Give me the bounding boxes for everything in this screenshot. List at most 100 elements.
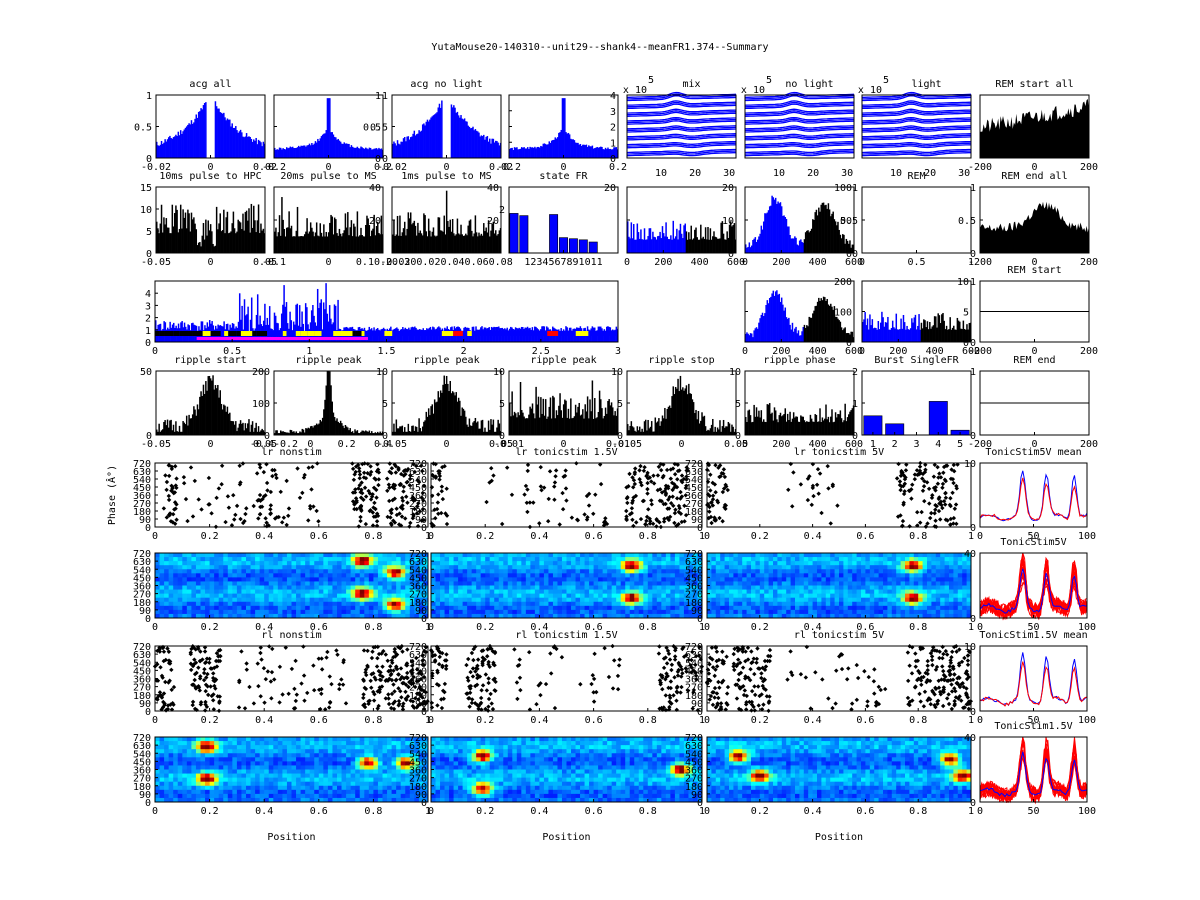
- histogram-bar: [650, 421, 653, 435]
- histogram-bar: [767, 404, 770, 435]
- heatmap-cell: [471, 577, 477, 582]
- heatmap-cell: [409, 609, 415, 615]
- heatmap-cell: [373, 553, 379, 558]
- histogram-bar: [559, 132, 561, 158]
- heatmap-cell: [494, 569, 500, 574]
- heatmap-cell: [341, 601, 347, 607]
- heatmap-cell: [453, 577, 459, 582]
- histogram-bar: [233, 424, 236, 435]
- heatmap-cell: [602, 569, 608, 574]
- histogram-bar: [170, 137, 172, 158]
- heatmap-cell: [435, 565, 441, 570]
- heatmap-cell: [173, 593, 179, 599]
- histogram-bar: [828, 209, 831, 253]
- histogram-bar: [305, 428, 307, 435]
- heatmap-cell: [530, 593, 536, 599]
- heatmap-cell: [387, 553, 392, 558]
- waveform-trace: [626, 150, 736, 155]
- spike-point: [399, 514, 405, 519]
- y-tick-label: 1: [145, 326, 151, 337]
- histogram-bar: [193, 406, 195, 435]
- histogram-bar: [586, 396, 589, 435]
- histogram-bar: [819, 408, 821, 435]
- histogram-bar: [849, 411, 851, 435]
- histogram-bar: [901, 328, 904, 342]
- histogram-bar: [783, 414, 785, 435]
- histogram-bar: [713, 231, 715, 253]
- spike-point: [384, 476, 390, 481]
- histogram-bar: [435, 236, 437, 253]
- spike-point: [268, 511, 273, 517]
- spike-point: [835, 503, 840, 508]
- waveform-trace: [626, 110, 737, 116]
- heatmap-cell: [611, 577, 617, 582]
- spike-point: [396, 465, 401, 471]
- heatmap-cell: [327, 581, 333, 586]
- spike-point: [309, 487, 314, 492]
- histogram-bar: [497, 234, 499, 253]
- histogram-bar: [230, 420, 232, 435]
- histogram-bar: [307, 427, 310, 435]
- heatmap-cell: [566, 601, 572, 607]
- histogram-bar: [777, 422, 779, 435]
- heatmap-cell: [223, 573, 229, 578]
- spike-point: [297, 495, 303, 500]
- histogram-bar: [239, 222, 242, 253]
- histogram-bar: [484, 427, 486, 435]
- histogram-bar: [726, 231, 728, 253]
- spike-point: [932, 511, 937, 516]
- histogram-bar: [965, 329, 967, 342]
- heatmap-cell: [205, 561, 210, 566]
- heatmap-cell: [255, 553, 261, 558]
- histogram-bar: [848, 243, 850, 253]
- heatmap-cell: [575, 605, 581, 611]
- histogram-bar: [424, 125, 426, 158]
- heatmap-cell: [368, 601, 374, 607]
- heatmap-cell: [453, 605, 459, 611]
- histogram-bar: [885, 322, 888, 342]
- heatmap-cell: [512, 609, 518, 615]
- heatmap-cell: [571, 613, 576, 619]
- heatmap-cell: [435, 593, 441, 599]
- histogram-bar: [223, 404, 225, 435]
- heatmap-cell: [498, 601, 504, 607]
- histogram-bar: [959, 321, 961, 342]
- histogram-bar: [291, 146, 294, 158]
- heatmap-cell: [259, 597, 265, 603]
- x-tick-label: 200: [772, 257, 790, 268]
- heatmap-cell: [444, 609, 450, 615]
- histogram-bar: [608, 149, 610, 158]
- histogram-bar: [188, 213, 190, 253]
- histogram-bar: [776, 203, 778, 253]
- heatmap-cell: [462, 601, 468, 607]
- histogram-bar: [227, 413, 230, 435]
- heatmap-cell: [485, 597, 491, 603]
- heatmap-cell: [387, 613, 392, 619]
- heatmap-cell: [173, 565, 179, 570]
- x-tick-label: 30: [958, 168, 970, 179]
- heatmap-cell: [355, 557, 361, 562]
- spike-point: [273, 472, 278, 477]
- heatmap-cell: [255, 593, 261, 599]
- heatmap-cell: [525, 585, 531, 590]
- heatmap-cell: [182, 573, 188, 578]
- spike-point: [931, 474, 937, 479]
- heatmap-cell: [534, 593, 540, 599]
- histogram-bar: [244, 423, 247, 435]
- heatmap-cell: [186, 601, 192, 607]
- histogram-bar: [391, 330, 393, 342]
- histogram-bar: [780, 206, 783, 253]
- heatmap-cell: [177, 597, 183, 603]
- spike-point: [209, 511, 214, 516]
- heatmap-cell: [282, 553, 288, 558]
- heatmap-cell: [387, 573, 392, 578]
- histogram-bar: [339, 420, 342, 435]
- heatmap-cell: [400, 605, 406, 611]
- histogram-bar: [221, 409, 224, 435]
- histogram-bar: [365, 224, 367, 253]
- histogram-bar: [465, 121, 467, 158]
- histogram-bar: [815, 414, 818, 435]
- waveform-trace: [745, 128, 855, 133]
- heatmap-cell: [182, 577, 188, 582]
